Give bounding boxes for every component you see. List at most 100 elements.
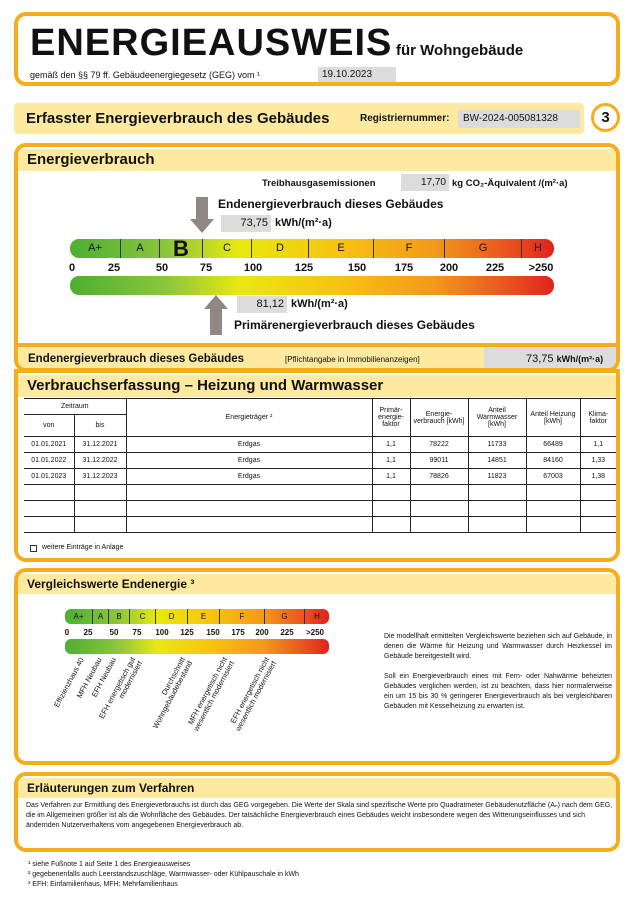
- class-f: F: [374, 239, 445, 258]
- explanation-box: Erläuterungen zum Verfahren Das Verfahre…: [14, 772, 620, 852]
- cell: 11823: [467, 468, 527, 485]
- tick: 225: [485, 262, 505, 274]
- table-row: 01.01.2022 31.12.2022 Erdgas 1,1 99011 14851 8…: [24, 452, 616, 469]
- document-title: ENERGIEAUSWEIS: [30, 22, 393, 64]
- gradient-bar: [70, 276, 554, 295]
- class-c: C: [130, 609, 156, 624]
- end-energy-value: 73,75: [221, 215, 271, 232]
- consumption-title: Verbrauchserfassung – Heizung und Warmwa…: [18, 375, 616, 397]
- law-text: gemäß den §§ 79 ff. Gebäudeenergiegesetz…: [30, 70, 260, 80]
- cell: 11733: [467, 436, 527, 453]
- ghg-label: Treibhausgasemissionen: [262, 178, 376, 189]
- comparison-text: Die modellhaft ermittelten Vergleichswer…: [384, 633, 612, 660]
- primary-energy-value: 81,12: [237, 296, 287, 313]
- cell: 1,1: [579, 436, 616, 453]
- table-row-empty: [24, 516, 616, 533]
- footnote: ¹ siehe Fußnote 1 auf Seite 1 des Energi…: [28, 861, 191, 868]
- tick: 25: [83, 628, 93, 637]
- table-row: 01.01.2023 31.12.2023 Erdgas 1,1 78826 11823 6…: [24, 468, 616, 485]
- primary-energy-unit: kWh/(m²·a): [291, 298, 348, 310]
- class-f: F: [220, 609, 265, 624]
- comparison-gradient-bar: [65, 639, 329, 654]
- registration-number: BW-2024-005081328: [458, 110, 580, 128]
- cell: 78222: [409, 436, 469, 453]
- header-carrier: Energieträger ²: [125, 398, 373, 437]
- document-subtitle: für Wohngebäude: [396, 42, 524, 59]
- table-row: 01.01.2021 31.12.2021 Erdgas 1,1 78222 11733 6…: [24, 436, 616, 453]
- tick: 50: [155, 262, 169, 274]
- tick: 25: [107, 262, 121, 274]
- cell: 84160: [525, 452, 581, 469]
- end-energy-label: Endenergieverbrauch dieses Gebäudes: [218, 197, 444, 211]
- table-row-empty: [24, 484, 616, 501]
- cell: 1,1: [371, 452, 411, 469]
- cell: Erdgas: [125, 452, 373, 469]
- tick: >250: [528, 262, 554, 274]
- class-a: A: [93, 609, 109, 624]
- cell: 1,1: [371, 468, 411, 485]
- cell: 99011: [409, 452, 469, 469]
- page-number-badge: 3: [591, 103, 620, 132]
- tick: 75: [199, 262, 213, 274]
- summary-note: [Pflichtangabe in Immobilienanzeigen]: [285, 355, 420, 364]
- more-entries-checkbox[interactable]: [30, 545, 37, 552]
- header-to: bis: [73, 414, 127, 437]
- tick: 100: [243, 262, 263, 274]
- cell: 67003: [525, 468, 581, 485]
- primary-energy-label: Primärenergieverbrauch dieses Gebäudes: [234, 318, 475, 332]
- registration-label: Registriernummer:: [360, 113, 450, 124]
- tick: 125: [294, 262, 314, 274]
- class-g: G: [445, 239, 522, 258]
- tick: 200: [255, 628, 269, 637]
- tick: 100: [155, 628, 169, 637]
- cell: 14851: [467, 452, 527, 469]
- cell: 31.12.2021: [73, 436, 127, 453]
- cell: 78826: [409, 468, 469, 485]
- footnote: ³ EFH: Einfamilienhaus, MFH: Mehrfamilie…: [28, 881, 178, 888]
- header-pef: Primär-energie-faktor: [371, 398, 411, 437]
- class-a-plus: A+: [65, 609, 93, 624]
- tick: 150: [206, 628, 220, 637]
- consumption-box: Verbrauchserfassung – Heizung und Warmwa…: [14, 369, 620, 562]
- class-g: G: [265, 609, 305, 624]
- cell: 01.01.2021: [24, 436, 75, 453]
- comparison-title: Vergleichswerte Endenergie ³: [18, 574, 616, 594]
- tick: >250: [305, 628, 325, 637]
- class-a-plus: A+: [70, 239, 121, 258]
- summary-label: Endenergieverbrauch dieses Gebäudes: [28, 353, 245, 365]
- cell: Erdgas: [125, 468, 373, 485]
- footnotes: ¹ siehe Fußnote 1 auf Seite 1 des Energi…: [28, 860, 299, 890]
- class-a: A: [121, 239, 160, 258]
- class-d: D: [252, 239, 309, 258]
- tick: 0: [64, 628, 70, 637]
- tick: 175: [394, 262, 414, 274]
- class-e: E: [309, 239, 374, 258]
- cell: 66489: [525, 436, 581, 453]
- ghg-unit: kg CO₂-Äquivalent /(m²·a): [452, 178, 568, 189]
- class-e: E: [188, 609, 220, 624]
- cell: Erdgas: [125, 436, 373, 453]
- header-box: ENERGIEAUSWEIS für Wohngebäude gemäß den…: [14, 12, 620, 86]
- header-heat: Anteil Heizung [kWh]: [525, 398, 581, 437]
- section-title: Erfasster Energieverbrauch des Gebäudes: [26, 110, 330, 127]
- class-c: C: [203, 239, 252, 258]
- class-h: H: [314, 612, 320, 621]
- class-d: D: [156, 609, 188, 624]
- cell: 1,38: [579, 468, 616, 485]
- table-row-empty: [24, 500, 616, 517]
- class-b: B: [160, 239, 203, 258]
- header-from: von: [24, 414, 75, 437]
- cell: 1,1: [371, 436, 411, 453]
- energy-class-scale: A+ A B C D E F G H: [70, 239, 554, 258]
- end-energy-unit: kWh/(m²·a): [275, 217, 332, 229]
- cell: 31.12.2023: [73, 468, 127, 485]
- explanation-text: Das Verfahren zur Ermittlung des Energie…: [26, 802, 613, 829]
- more-entries-label: weitere Einträge in Anlage: [42, 544, 124, 551]
- cell: 01.01.2022: [24, 452, 75, 469]
- tick: 175: [231, 628, 245, 637]
- comparison-scale: A+ A B C D E F G H: [65, 609, 329, 624]
- energy-box: Energieverbrauch Treibhausgasemissionen …: [14, 143, 620, 372]
- footnote: ² gegebenenfalls auch Leerstandszuschläg…: [28, 871, 299, 878]
- header-period: Zeitraum: [24, 398, 127, 415]
- header-ww: Anteil Warmwasser [kWh]: [467, 398, 527, 437]
